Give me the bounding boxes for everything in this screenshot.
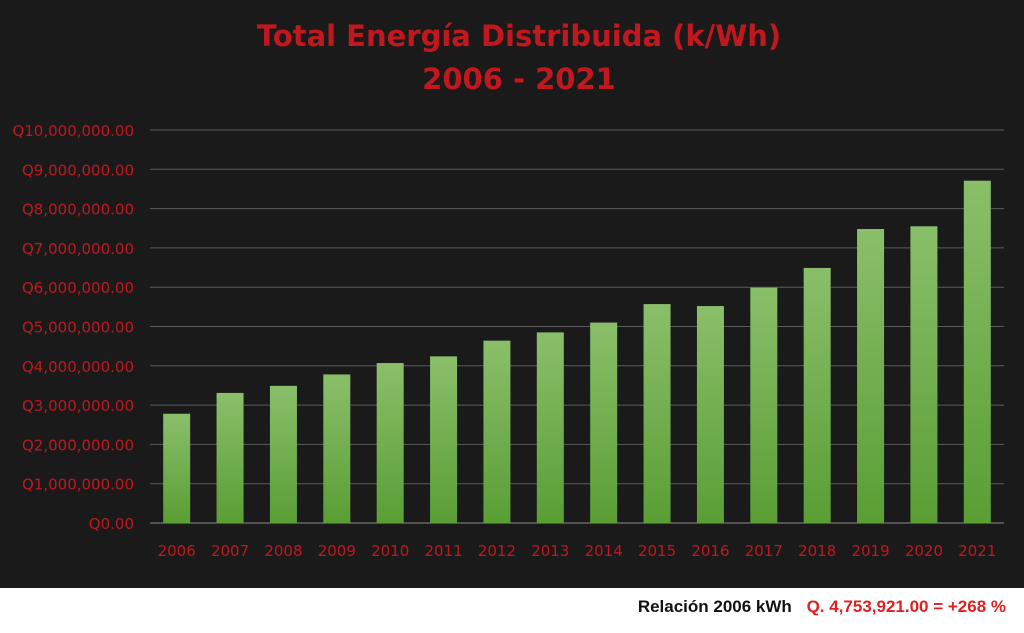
bar-2018 [803,267,831,523]
y-tick-label: Q0.00 [89,515,134,533]
bar-2013 [536,332,564,523]
x-tick-label: 2013 [531,542,569,560]
x-axis-ticks: 2006 2007 2008 2009 2010 2011 2012 2013 2014 2015… [158,542,997,560]
x-tick-label: 2016 [691,542,729,560]
x-tick-label: 2021 [958,542,996,560]
bar-2011 [430,356,458,523]
bar-2019 [857,229,885,523]
x-tick-label: 2011 [424,542,462,560]
bar-chart: Total Energía Distribuida (k/Wh) 2006 - … [12,19,1004,560]
y-tick-label: Q8,000,000.00 [22,201,134,219]
bar-2016 [696,306,724,523]
bar-2012 [483,340,511,523]
footer-label: Relación 2006 kWh [637,597,792,616]
footer-value: Q. 4,753,921.00 = +268 % [806,597,1006,616]
bar-2014 [590,322,618,523]
bar-2006 [163,413,191,523]
x-tick-label: 2009 [318,542,356,560]
y-tick-label: Q10,000,000.00 [12,122,134,140]
x-tick-label: 2018 [798,542,836,560]
bar-2017 [750,287,778,523]
y-tick-label: Q5,000,000.00 [22,319,134,337]
y-tick-label: Q1,000,000.00 [22,476,134,494]
footer: Relación 2006 kWh Q. 4,753,921.00 = +268… [0,588,1024,633]
y-tick-label: Q3,000,000.00 [22,397,134,415]
y-tick-label: Q7,000,000.00 [22,240,134,258]
bar-2010 [376,363,404,523]
y-tick-label: Q6,000,000.00 [22,279,134,297]
x-tick-label: 2017 [745,542,783,560]
y-tick-label: Q2,000,000.00 [22,436,134,454]
y-axis-ticks: Q0.00 Q1,000,000.00 Q2,000,000.00 Q3,000,00… [12,122,134,533]
x-tick-label: 2007 [211,542,249,560]
x-tick-label: 2015 [638,542,676,560]
bar-2007 [216,392,244,523]
x-tick-label: 2006 [158,542,196,560]
bar-2021 [963,180,991,523]
y-tick-label: Q4,000,000.00 [22,358,134,376]
bar-2015 [643,304,671,523]
x-tick-label: 2019 [851,542,889,560]
x-tick-label: 2020 [905,542,943,560]
bar-2020 [910,226,938,523]
chart-subtitle: 2006 - 2021 [422,62,616,96]
x-tick-label: 2008 [264,542,302,560]
bar-2008 [269,385,297,523]
y-tick-label: Q9,000,000.00 [22,161,134,179]
bar-2009 [323,374,351,523]
footer-note: Relación 2006 kWh Q. 4,753,921.00 = +268… [638,597,1006,617]
x-tick-label: 2012 [478,542,516,560]
x-tick-label: 2010 [371,542,409,560]
chart-title: Total Energía Distribuida (k/Wh) [257,19,781,53]
bars [163,180,991,523]
chart-area: Total Energía Distribuida (k/Wh) 2006 - … [0,0,1024,588]
x-tick-label: 2014 [585,542,623,560]
